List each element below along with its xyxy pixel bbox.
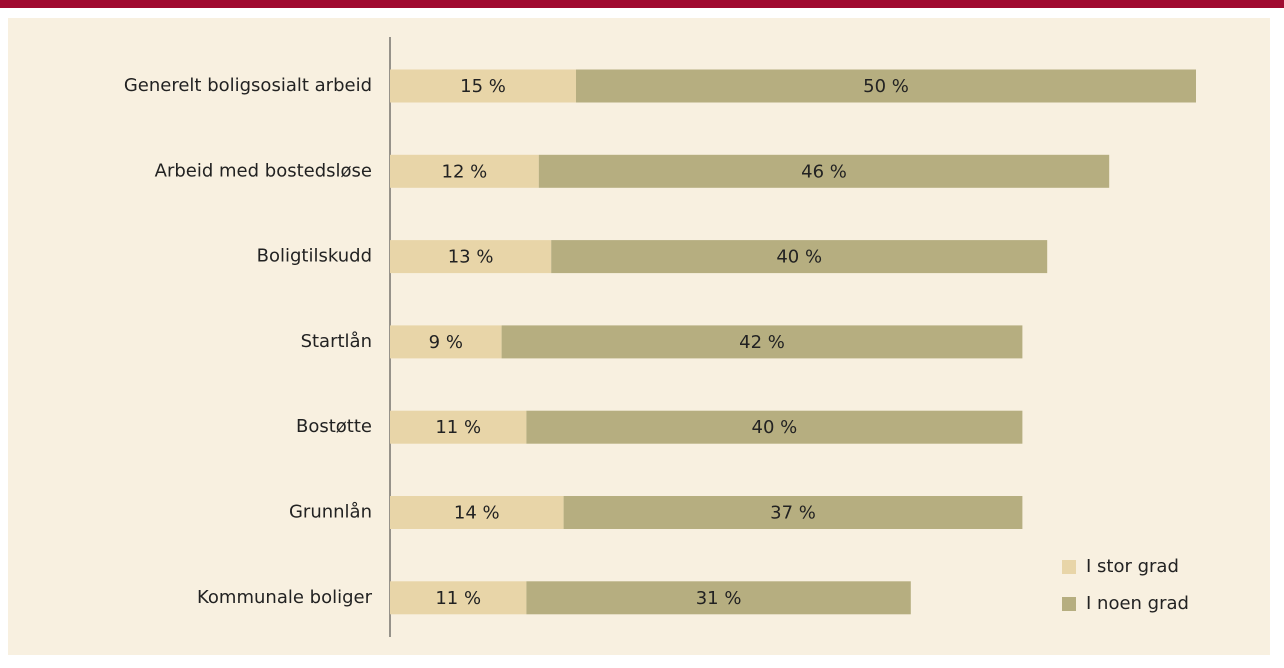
bar-segment	[390, 69, 576, 103]
bar-segment	[390, 240, 552, 274]
value-label: 46 %	[801, 161, 847, 182]
value-label: 12 %	[442, 161, 488, 182]
legend-swatch	[1062, 560, 1076, 574]
bar-segment	[390, 154, 539, 188]
bar-segment	[576, 69, 1196, 103]
value-label: 40 %	[776, 247, 822, 268]
bar-segment	[390, 496, 564, 529]
category-label: Grunnlån	[289, 502, 372, 523]
value-label: 37 %	[770, 503, 816, 524]
category-label: Bostøtte	[296, 416, 372, 437]
bar-segment	[526, 581, 911, 615]
top-bar	[0, 0, 1284, 8]
bar-segment	[390, 325, 502, 359]
bar-segment	[390, 581, 527, 615]
bar-segment	[501, 325, 1023, 359]
value-label: 14 %	[454, 503, 500, 524]
category-label: Generelt boligsosialt arbeid	[124, 75, 372, 96]
category-label: Startlån	[301, 331, 372, 352]
category-label: Boligtilskudd	[257, 246, 372, 267]
bar-segment	[538, 154, 1110, 188]
bar-segment	[551, 240, 1048, 274]
bar-segment	[563, 496, 1023, 529]
value-label: 50 %	[863, 76, 909, 97]
bar-segment	[390, 410, 527, 444]
value-label: 40 %	[752, 417, 798, 438]
legend-label: I stor grad	[1086, 556, 1179, 577]
bar-segment	[526, 410, 1023, 444]
legend-swatch	[1062, 597, 1076, 611]
value-label: 11 %	[435, 588, 481, 609]
legend-label: I noen grad	[1086, 593, 1189, 614]
category-label: Arbeid med bostedsløse	[155, 160, 372, 181]
value-label: 31 %	[696, 588, 742, 609]
value-label: 9 %	[429, 332, 463, 353]
category-label: Kommunale boliger	[197, 587, 373, 608]
value-label: 13 %	[448, 247, 494, 268]
value-label: 11 %	[435, 417, 481, 438]
value-label: 15 %	[460, 76, 506, 97]
value-label: 42 %	[739, 332, 785, 353]
